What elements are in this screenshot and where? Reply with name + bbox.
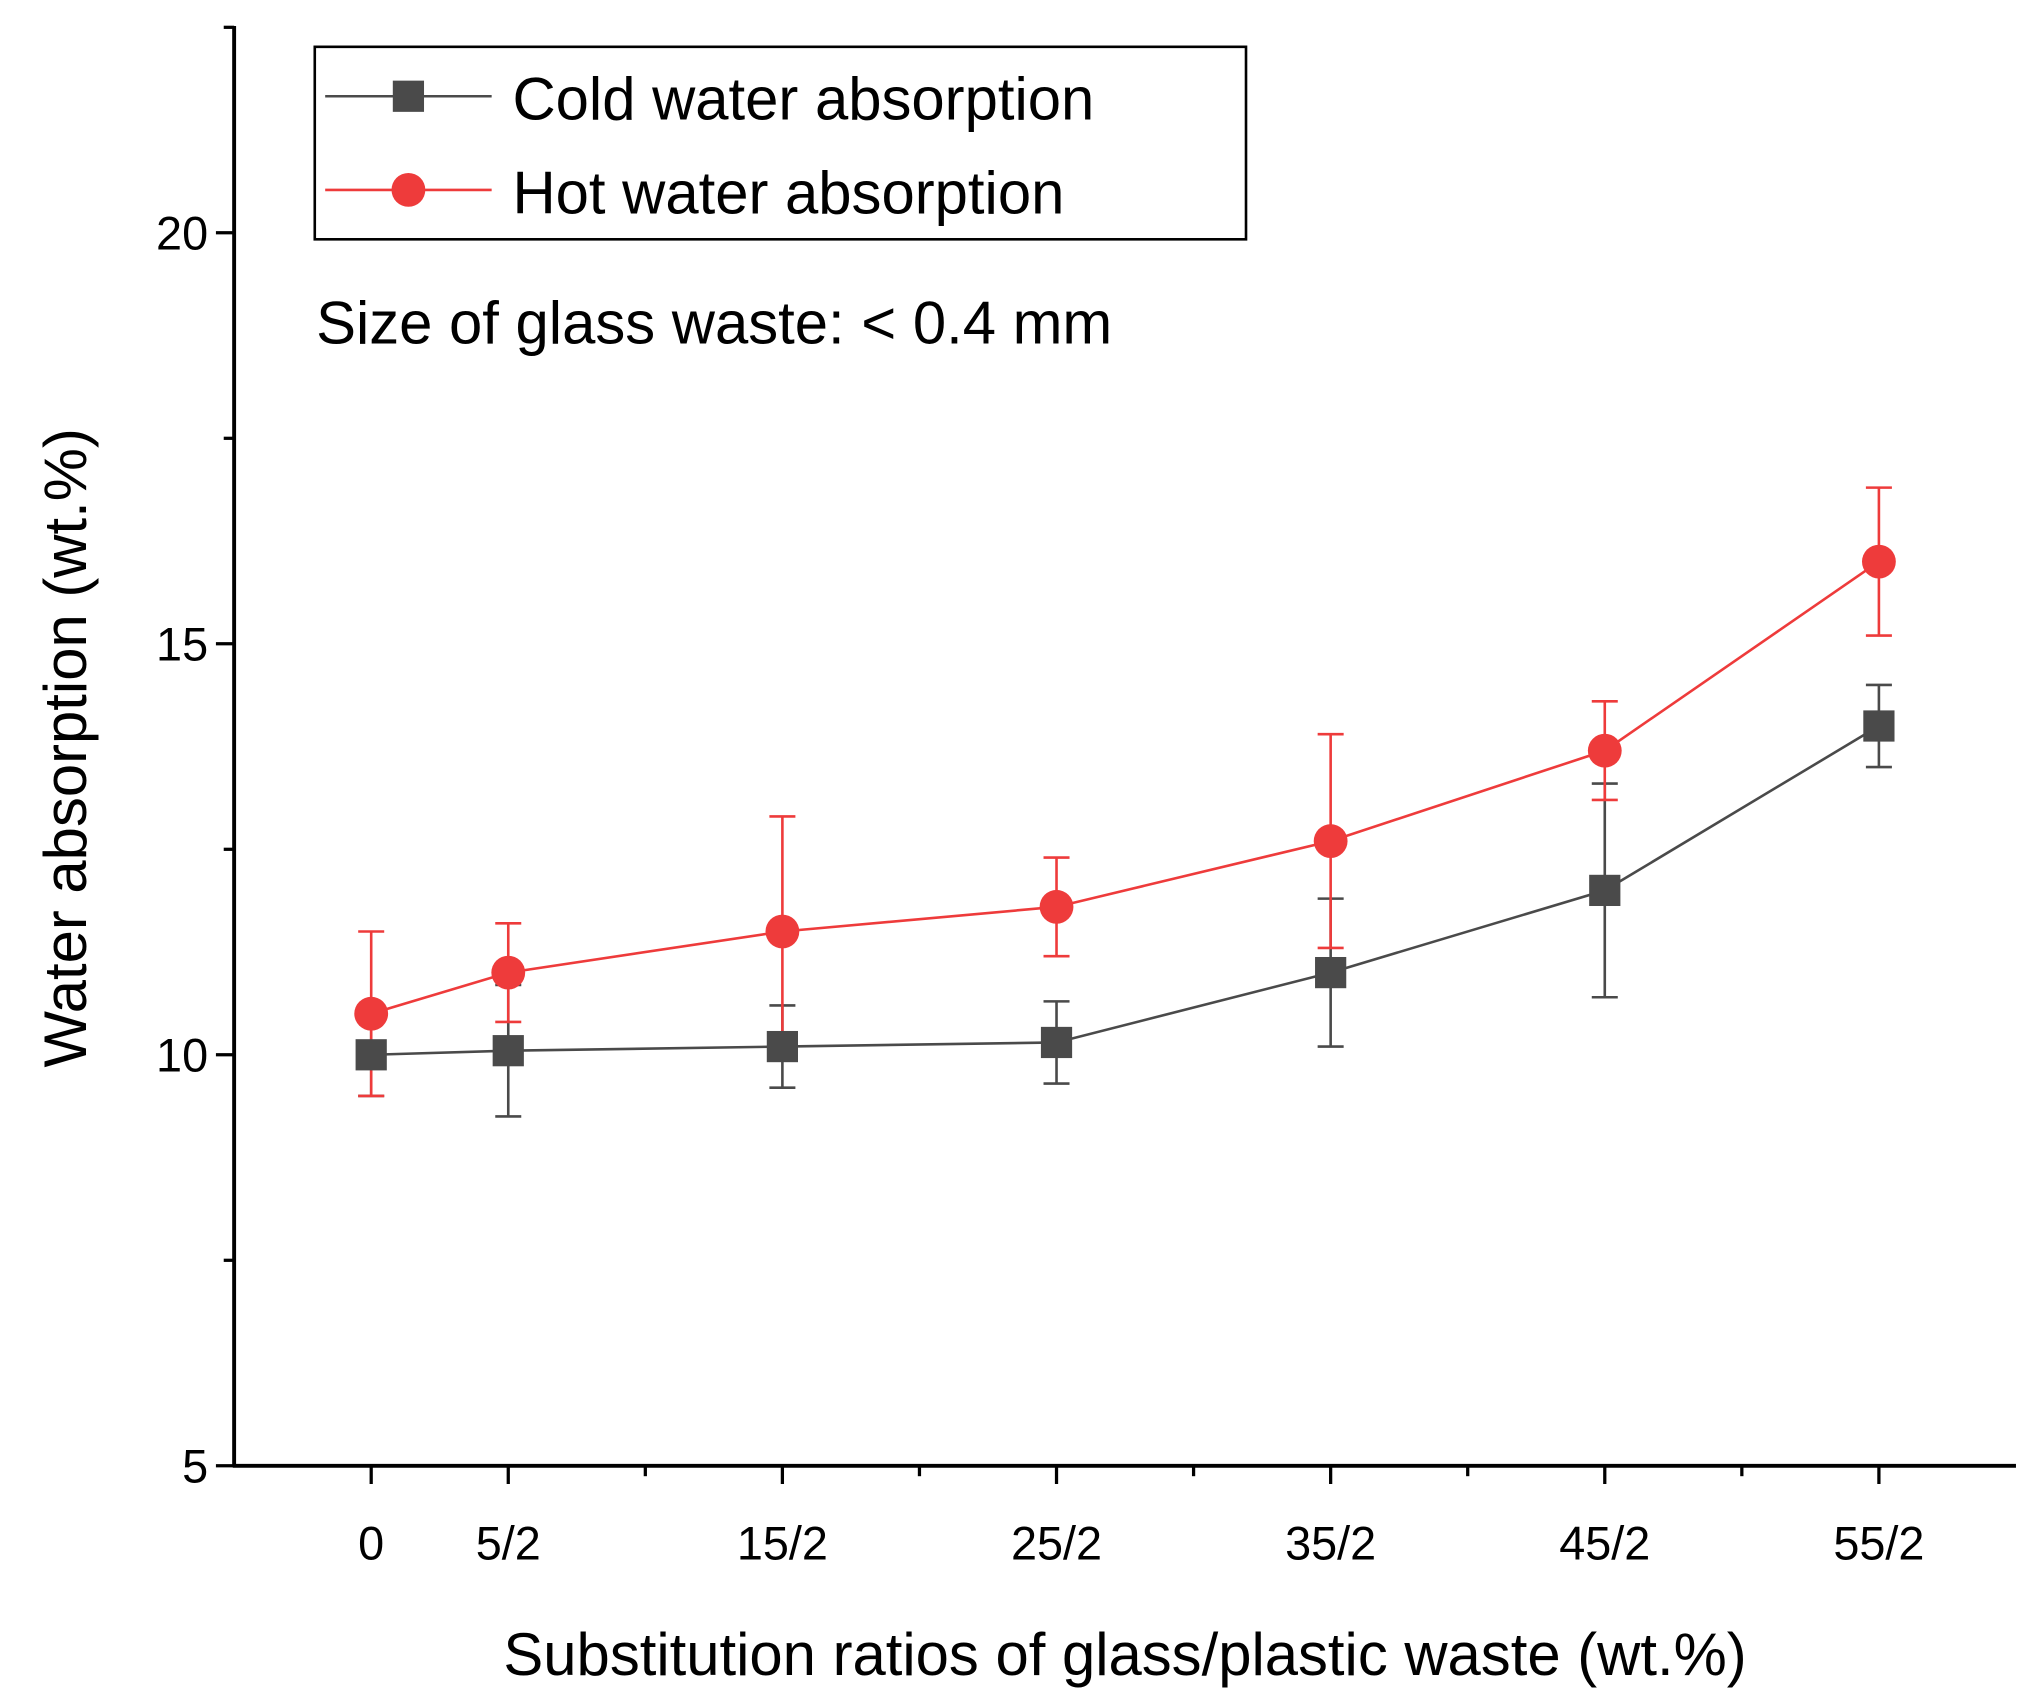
x-tick-label: 25/2: [1011, 1517, 1102, 1569]
x-tick-label: 35/2: [1285, 1517, 1376, 1569]
annotation-glass-size: Size of glass waste: < 0.4 mm: [316, 289, 1112, 356]
data-point-cold: [1863, 710, 1895, 742]
y-tick-label: 5: [182, 1441, 208, 1493]
data-point-hot: [1587, 733, 1622, 768]
data-point-cold: [355, 1039, 387, 1071]
axes: [215, 25, 2016, 1484]
legend-label-cold: Cold water absorption: [512, 66, 1094, 133]
x-tick-label: 45/2: [1559, 1517, 1650, 1569]
legend: Cold water absorption Hot water absorpti…: [313, 45, 1248, 241]
legend-label-hot: Hot water absorption: [512, 159, 1064, 226]
y-axis-title: Water absorption (wt.%): [32, 428, 99, 1067]
data-point-hot: [1039, 889, 1074, 924]
data-point-hot: [354, 996, 389, 1031]
data-point-cold: [1040, 1026, 1073, 1059]
y-tick-label: 10: [156, 1030, 208, 1082]
legend-marker-cold: [392, 80, 425, 112]
x-tick-label: 5/2: [476, 1517, 541, 1569]
data-point-cold: [1315, 956, 1347, 989]
series-lines: [370, 560, 1880, 1057]
data-point-hot: [491, 955, 526, 990]
data-point-cold: [766, 1030, 798, 1063]
data-point-cold: [1589, 874, 1621, 907]
x-tick-label: 55/2: [1833, 1517, 1924, 1569]
series-markers: [354, 544, 1896, 1071]
tick-labels: 5 10 15 20 0 5/2 15/2 25/2 35/2 45/2 55/2: [156, 208, 1924, 1570]
legend-marker-hot: [391, 172, 426, 207]
error-bars: [358, 486, 1892, 1118]
data-point-hot: [765, 914, 800, 949]
data-point-hot: [1861, 544, 1896, 579]
x-tick-label: 15/2: [737, 1517, 828, 1569]
legend-box: [313, 45, 1248, 241]
x-axis-title: Substitution ratios of glass/plastic was…: [503, 1621, 1746, 1688]
x-tick-label: 0: [358, 1517, 384, 1569]
series-line-hot: [370, 560, 1880, 1015]
y-tick-label: 20: [156, 208, 208, 260]
data-point-hot: [1313, 824, 1348, 858]
data-point-cold: [492, 1035, 524, 1067]
y-tick-label: 15: [156, 619, 208, 671]
